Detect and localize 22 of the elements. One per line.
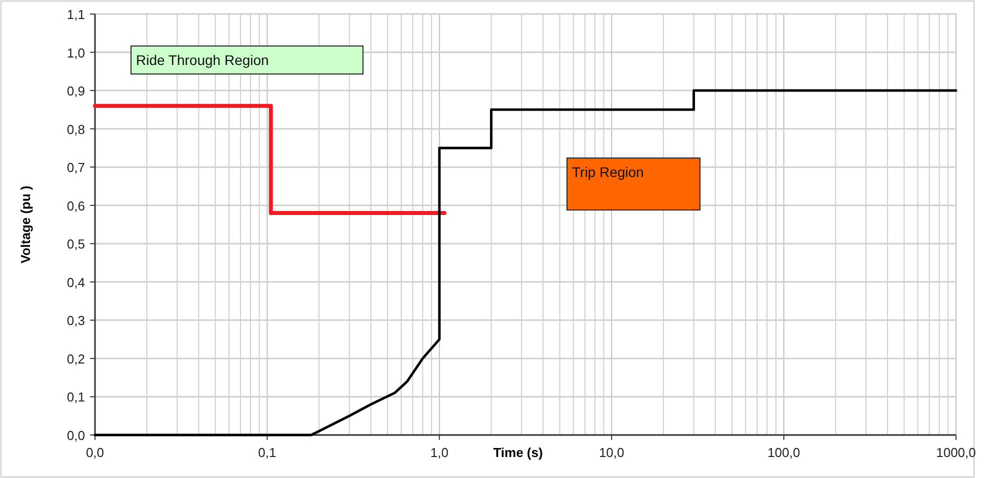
x-axis-title: Time (s) bbox=[493, 445, 543, 460]
annotation: Ride Through Region bbox=[136, 52, 269, 68]
x-tick-label: 10,0 bbox=[598, 445, 624, 460]
y-tick-label: 0,6 bbox=[66, 198, 85, 214]
y-tick-label: 1,0 bbox=[66, 45, 85, 60]
y-tick-label: 0,0 bbox=[66, 428, 85, 443]
y-tick-label: 0,8 bbox=[66, 122, 85, 137]
y-axis-title: Voltage (pu ) bbox=[18, 186, 33, 264]
y-tick-label: 0,5 bbox=[66, 236, 85, 252]
x-tick-label: 1000,0 bbox=[936, 445, 976, 460]
annotation: Trip Region bbox=[572, 164, 644, 180]
y-tick-label: 0,7 bbox=[66, 160, 85, 176]
y-tick-label: 0,2 bbox=[66, 351, 85, 366]
x-tick-label: 0,1 bbox=[258, 445, 276, 460]
y-tick-label: 0,4 bbox=[66, 274, 85, 290]
y-tick-label: 0,3 bbox=[66, 313, 85, 328]
y-tick-label: 0,1 bbox=[66, 390, 85, 405]
y-tick-label: 1,1 bbox=[66, 7, 85, 22]
x-tick-label: 100,0 bbox=[768, 445, 800, 460]
x-tick-label: 1,0 bbox=[430, 445, 448, 460]
x-tick-label: 0,0 bbox=[86, 445, 104, 460]
y-tick-label: 0,9 bbox=[66, 84, 85, 99]
